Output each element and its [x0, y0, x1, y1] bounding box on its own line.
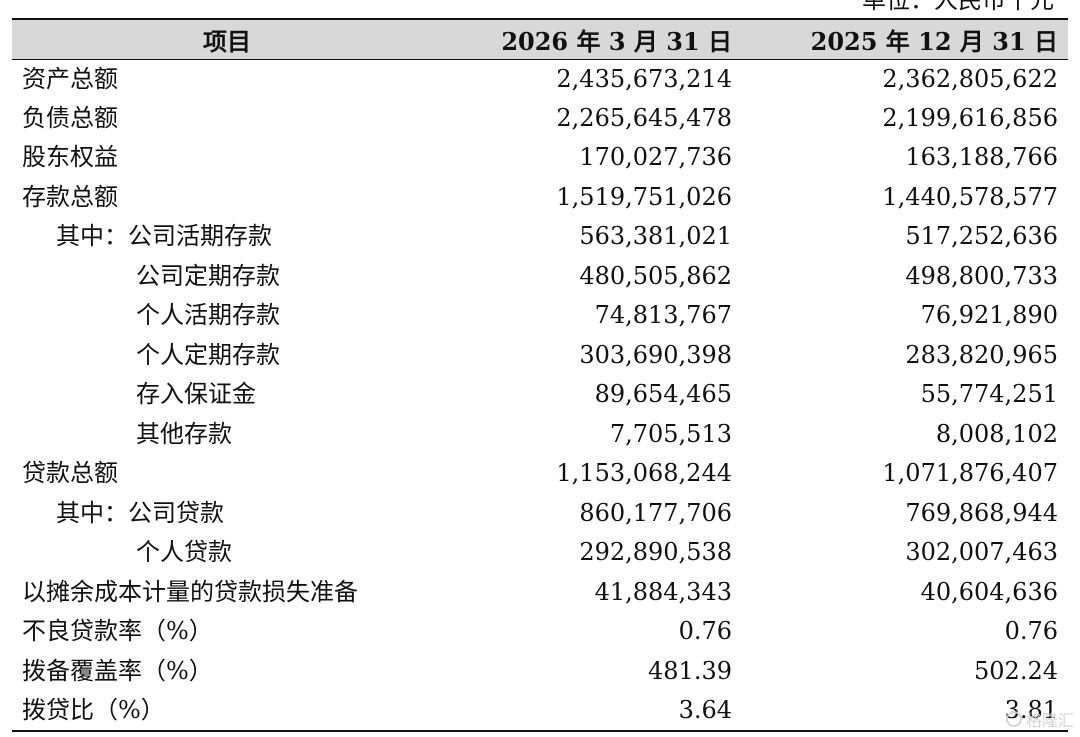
row-label: 拨备覆盖率（%） — [22, 656, 213, 685]
row-label: 个人活期存款 — [136, 301, 280, 330]
row-label: 其中：公司贷款 — [56, 498, 224, 527]
header-row: 项目 2026 年 3 月 31 日 2025 年 12 月 31 日 — [12, 18, 1068, 60]
value-2025-12-31: 1,071,876,407 — [882, 459, 1058, 488]
table-row: 存入保证金 89,654,465 55,774,251 — [12, 375, 1068, 415]
table-row: 负债总额 2,265,645,478 2,199,616,856 — [12, 99, 1068, 139]
value-2026-03-31: 303,690,398 — [579, 340, 732, 369]
value-2026-03-31: 74,813,767 — [594, 301, 732, 330]
table-row: 不良贷款率（%） 0.76 0.76 — [12, 612, 1068, 652]
row-label: 资产总额 — [22, 64, 118, 93]
row-label: 个人定期存款 — [136, 340, 280, 369]
row-label: 拨贷比（%） — [12, 691, 442, 732]
value-2026-03-31: 1,153,068,244 — [556, 459, 732, 488]
row-label: 其他存款 — [136, 419, 232, 448]
table-row: 个人贷款 292,890,538 302,007,463 — [12, 533, 1068, 573]
watermark: 格隆汇 — [1005, 707, 1074, 731]
table-row: 个人定期存款 303,690,398 283,820,965 — [12, 336, 1068, 376]
table-row: 股东权益 170,027,736 163,188,766 — [12, 138, 1068, 178]
financial-table-container: 项目 2026 年 3 月 31 日 2025 年 12 月 31 日 资产总额… — [12, 18, 1068, 732]
value-2025-12-31: 769,868,944 — [905, 498, 1058, 527]
table-row: 资产总额 2,435,673,214 2,362,805,622 — [12, 59, 1068, 99]
value-2026-03-31: 563,381,021 — [579, 222, 732, 251]
table-row: 个人活期存款 74,813,767 76,921,890 — [12, 296, 1068, 336]
table-row: 公司定期存款 480,505,862 498,800,733 — [12, 257, 1068, 297]
row-label: 负债总额 — [22, 103, 118, 132]
value-2025-12-31: 498,800,733 — [905, 261, 1058, 290]
value-2026-03-31: 3.64 — [442, 691, 742, 732]
unit-label: 单位：人民币千元 — [862, 0, 1054, 14]
value-2025-12-31: 8,008,102 — [935, 419, 1058, 448]
value-2025-12-31: 40,604,636 — [920, 577, 1058, 606]
value-2025-12-31: 2,199,616,856 — [882, 103, 1058, 132]
value-2025-12-31: 76,921,890 — [920, 301, 1058, 330]
header-item: 项目 — [12, 18, 442, 60]
row-label: 贷款总额 — [22, 459, 118, 488]
value-2026-03-31: 170,027,736 — [579, 143, 732, 172]
row-label: 其中：公司活期存款 — [56, 222, 272, 251]
table-row: 贷款总额 1,153,068,244 1,071,876,407 — [12, 454, 1068, 494]
header-2025-12-31: 2025 年 12 月 31 日 — [742, 18, 1068, 60]
value-2025-12-31: 517,252,636 — [905, 222, 1058, 251]
value-2026-03-31: 41,884,343 — [594, 577, 732, 606]
value-2025-12-31: 502.24 — [974, 656, 1058, 685]
row-label: 不良贷款率（%） — [22, 617, 213, 646]
row-label: 存款总额 — [22, 182, 118, 211]
table-row: 以摊余成本计量的贷款损失准备 41,884,343 40,604,636 — [12, 573, 1068, 613]
row-label: 个人贷款 — [136, 538, 232, 567]
table-row: 其他存款 7,705,513 8,008,102 — [12, 415, 1068, 455]
watermark-text: 格隆汇 — [1025, 711, 1074, 730]
value-2026-03-31: 480,505,862 — [579, 261, 732, 290]
watermark-logo-icon — [1005, 711, 1022, 727]
value-2026-03-31: 0.76 — [678, 617, 732, 646]
value-2026-03-31: 1,519,751,026 — [556, 182, 732, 211]
value-2026-03-31: 481.39 — [648, 656, 732, 685]
table-row: 其中：公司活期存款 563,381,021 517,252,636 — [12, 217, 1068, 257]
value-2026-03-31: 2,265,645,478 — [556, 103, 732, 132]
value-2026-03-31: 292,890,538 — [579, 538, 732, 567]
value-2025-12-31: 2,362,805,622 — [882, 64, 1058, 93]
table-body: 资产总额 2,435,673,214 2,362,805,622 负债总额 2,265,… — [12, 59, 1068, 732]
financial-data-table: 项目 2026 年 3 月 31 日 2025 年 12 月 31 日 资产总额… — [12, 18, 1068, 732]
table-row: 其中：公司贷款 860,177,706 769,868,944 — [12, 494, 1068, 534]
value-2026-03-31: 2,435,673,214 — [556, 64, 732, 93]
row-label: 存入保证金 — [136, 380, 256, 409]
value-2025-12-31: 0.76 — [1004, 617, 1058, 646]
value-2026-03-31: 89,654,465 — [594, 380, 732, 409]
header-2026-03-31: 2026 年 3 月 31 日 — [442, 18, 742, 60]
value-2025-12-31: 163,188,766 — [905, 143, 1058, 172]
row-label: 股东权益 — [22, 143, 118, 172]
value-2025-12-31: 1,440,578,577 — [882, 182, 1058, 211]
row-label: 公司定期存款 — [136, 261, 280, 290]
value-2026-03-31: 7,705,513 — [609, 419, 732, 448]
value-2025-12-31: 283,820,965 — [905, 340, 1058, 369]
table-header: 项目 2026 年 3 月 31 日 2025 年 12 月 31 日 — [12, 18, 1068, 60]
value-2025-12-31: 302,007,463 — [905, 538, 1058, 567]
value-2026-03-31: 860,177,706 — [579, 498, 732, 527]
row-label: 以摊余成本计量的贷款损失准备 — [22, 577, 358, 606]
table-row: 拨贷比（%） 3.64 3.81 — [12, 691, 1068, 732]
table-row: 拨备覆盖率（%） 481.39 502.24 — [12, 652, 1068, 692]
value-2025-12-31: 55,774,251 — [920, 380, 1058, 409]
table-row: 存款总额 1,519,751,026 1,440,578,577 — [12, 178, 1068, 218]
